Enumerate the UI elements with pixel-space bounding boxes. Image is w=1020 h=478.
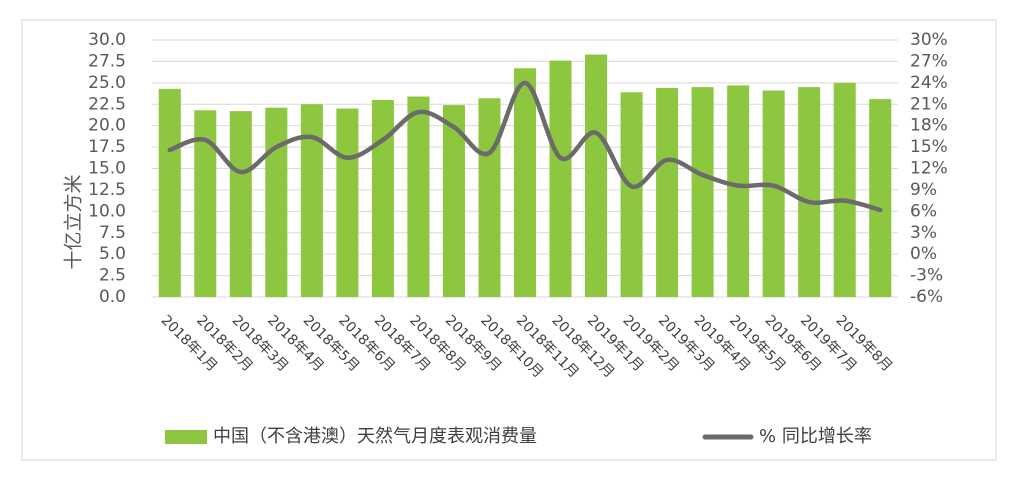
y-tick-label: 25.0 <box>88 73 126 93</box>
bar <box>194 110 217 297</box>
y-tick-label: 2.5 <box>99 266 126 286</box>
bar <box>229 111 252 297</box>
y2-tick-label: -6% <box>910 287 943 307</box>
bar <box>158 88 181 297</box>
y2-tick-label: 30% <box>910 30 948 50</box>
bar <box>656 87 679 298</box>
y2-tick-label: -3% <box>910 266 943 286</box>
bar <box>371 99 394 297</box>
y2-tick-label: 18% <box>910 116 948 136</box>
y-tick-label: 7.5 <box>99 223 126 243</box>
legend-label: 中国（不含港澳）天然气月度表观消费量 <box>213 426 537 447</box>
y-tick-label: 0.0 <box>99 287 126 307</box>
y-tick-label: 20.0 <box>88 116 126 136</box>
bar <box>585 54 608 298</box>
y2-tick-label: 0% <box>910 244 937 264</box>
bar <box>407 96 430 297</box>
y2-tick-label: 15% <box>910 137 948 157</box>
y2-tick-label: 27% <box>910 51 948 71</box>
y2-tick-label: 24% <box>910 73 948 93</box>
y-tick-label: 5.0 <box>99 244 126 264</box>
y-tick-label: 10.0 <box>88 201 126 221</box>
bar <box>869 99 892 297</box>
bar <box>336 108 359 298</box>
y2-tick-label: 3% <box>910 223 937 243</box>
y-tick-label: 17.5 <box>88 137 126 157</box>
y2-tick-label: 12% <box>910 159 948 179</box>
y2-tick-label: 6% <box>910 201 937 221</box>
bar <box>549 60 572 298</box>
chart-frame <box>21 19 997 461</box>
legend-swatch <box>165 430 207 444</box>
bar <box>691 87 714 297</box>
bar <box>762 90 785 297</box>
y-tick-label: 12.5 <box>88 180 126 200</box>
y-tick-label: 15.0 <box>88 159 126 179</box>
bar <box>513 68 537 298</box>
y-axis-label: 十亿立方米 <box>63 174 85 269</box>
bar <box>265 107 288 297</box>
bar <box>300 104 323 297</box>
legend-label: % 同比增长率 <box>759 426 872 447</box>
bar <box>442 105 465 298</box>
y-tick-label: 27.5 <box>88 51 126 71</box>
y-tick-label: 22.5 <box>88 94 126 114</box>
y2-tick-label: 9% <box>910 180 937 200</box>
bar <box>478 98 501 298</box>
bar <box>620 92 643 297</box>
y-tick-label: 30.0 <box>88 30 126 50</box>
y2-tick-label: 21% <box>910 94 948 114</box>
bar <box>727 85 750 297</box>
line <box>167 80 883 213</box>
bar <box>798 87 821 297</box>
bar <box>833 82 856 297</box>
